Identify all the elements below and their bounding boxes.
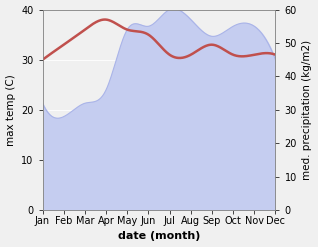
Y-axis label: med. precipitation (kg/m2): med. precipitation (kg/m2) xyxy=(302,40,313,180)
Y-axis label: max temp (C): max temp (C) xyxy=(5,74,16,146)
X-axis label: date (month): date (month) xyxy=(118,231,200,242)
